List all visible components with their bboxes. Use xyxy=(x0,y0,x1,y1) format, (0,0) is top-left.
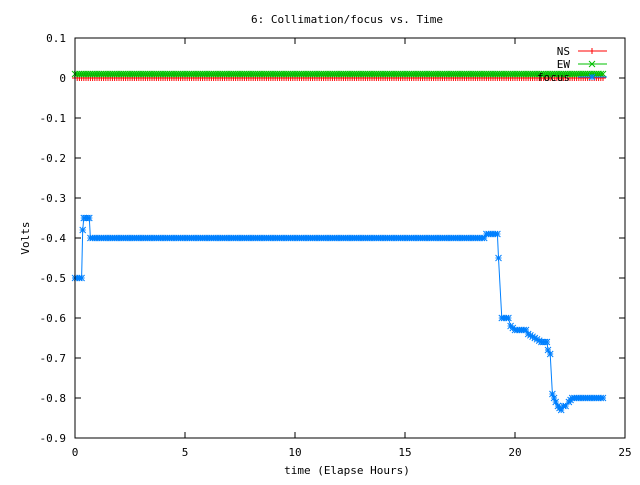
data-point-focus xyxy=(546,350,554,358)
data-point-focus xyxy=(85,214,93,222)
y-tick-label: -0.7 xyxy=(40,352,67,365)
axis-ticks: 0 5 10 15 20 25 0.1 0 -0.1 -0.2 -0.3 -0.4 -0.5 -0.6 -0… xyxy=(40,32,632,459)
y-tick-label: -0.4 xyxy=(40,232,67,245)
series-layer xyxy=(71,70,607,414)
legend-label-ew: EW xyxy=(557,58,571,71)
data-point-focus xyxy=(494,230,501,238)
legend-label-focus: focus xyxy=(537,71,570,84)
data-point-focus xyxy=(79,226,87,234)
x-tick-label: 10 xyxy=(288,446,301,459)
legend-marker-ew xyxy=(588,60,596,68)
legend-marker-focus xyxy=(588,73,596,81)
legend-marker-ns xyxy=(589,48,595,54)
y-tick-label: -0.9 xyxy=(40,432,67,445)
y-tick-label: -0.1 xyxy=(40,112,67,125)
data-point-focus xyxy=(562,402,569,410)
data-point-focus xyxy=(505,314,512,322)
plot-frame xyxy=(74,37,626,439)
y-tick-label: -0.3 xyxy=(40,192,67,205)
x-tick-label: 15 xyxy=(398,446,411,459)
chart-title: 6: Collimation/focus vs. Time xyxy=(251,13,443,26)
y-tick-label: -0.6 xyxy=(40,312,67,325)
legend-label-ns: NS xyxy=(557,45,570,58)
x-tick-label: 25 xyxy=(618,446,631,459)
data-point-focus xyxy=(599,394,607,402)
y-tick-label: 0 xyxy=(59,72,66,85)
y-axis-label: Volts xyxy=(19,221,32,254)
y-tick-label: -0.5 xyxy=(40,272,67,285)
data-point-ew xyxy=(597,70,605,78)
data-point-focus xyxy=(495,254,502,262)
data-point-focus xyxy=(543,338,551,346)
x-axis-label: time (Elapse Hours) xyxy=(284,464,410,477)
series-focus xyxy=(71,214,607,414)
series-ns xyxy=(72,75,606,81)
x-tick-label: 0 xyxy=(72,446,79,459)
y-tick-label: 0.1 xyxy=(46,32,66,45)
y-tick-label: -0.2 xyxy=(40,152,67,165)
series-line-focus xyxy=(75,217,603,411)
data-point-focus xyxy=(550,394,558,402)
data-point-ew xyxy=(599,70,607,78)
series-ew xyxy=(71,70,607,78)
x-tick-label: 5 xyxy=(182,446,189,459)
data-point-focus xyxy=(78,274,85,282)
x-tick-label: 20 xyxy=(508,446,521,459)
y-tick-label: -0.8 xyxy=(40,392,67,405)
